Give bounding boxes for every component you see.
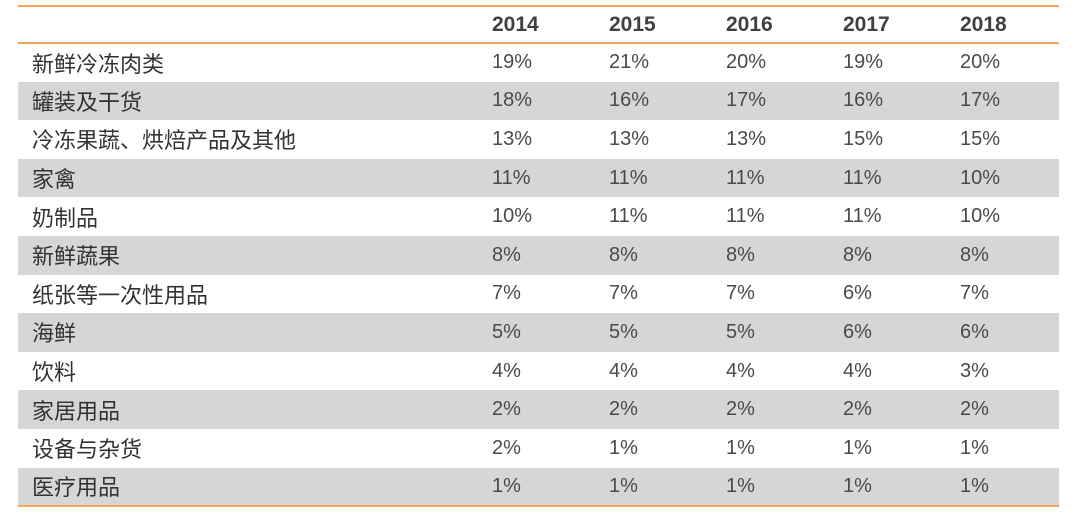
cell-value: 3% [960, 359, 989, 382]
cell-value: 8% [825, 235, 942, 275]
cell-value: 11% [708, 158, 825, 198]
table-row: 设备与杂货 2% 1% 1% 1% 1% [18, 429, 1059, 468]
row-label: 海鲜 [18, 313, 474, 352]
data-table-container: 2014 2015 2016 2017 2018 新鲜冷冻肉类 19% 21% … [18, 5, 1059, 508]
cell-value: 7% [726, 282, 755, 305]
table-row: 家禽 11% 11% 11% 11% 10% [18, 158, 1059, 198]
cell-value: 5% [708, 313, 825, 352]
cell-value: 11% [474, 158, 591, 198]
cell-value: 16% [591, 81, 708, 121]
table-row: 冷冻果蔬、烘焙产品及其他 13% 13% 13% 15% 15% [18, 120, 1059, 159]
row-label: 奶制品 [32, 206, 99, 232]
cell-value: 11% [609, 205, 648, 228]
header-year: 2017 [825, 5, 942, 44]
cell-value: 4% [726, 359, 755, 382]
cell-value: 7% [960, 282, 989, 305]
cell-value: 13% [492, 127, 533, 150]
cell-value: 20% [960, 51, 1001, 74]
table-row: 新鲜冷冻肉类 19% 21% 20% 19% 20% [18, 43, 1059, 82]
cell-value: 2% [492, 436, 521, 459]
cell-value: 1% [843, 436, 872, 459]
row-label: 饮料 [32, 361, 77, 387]
cell-value: 5% [591, 313, 708, 352]
cell-value: 10% [492, 205, 533, 228]
cell-value: 11% [843, 205, 882, 228]
cell-value: 8% [591, 235, 708, 275]
cell-value: 1% [474, 467, 591, 508]
cell-value: 6% [843, 282, 872, 305]
cell-value: 8% [708, 235, 825, 275]
cell-value: 1% [726, 436, 755, 459]
cell-value: 10% [942, 158, 1059, 198]
cell-value: 1% [825, 467, 942, 508]
cell-value: 2% [942, 390, 1059, 429]
cell-value: 4% [843, 359, 872, 382]
cell-value: 1% [609, 436, 638, 459]
cell-value: 1% [960, 436, 989, 459]
cell-value: 17% [708, 81, 825, 121]
header-row: 2014 2015 2016 2017 2018 [18, 5, 1059, 44]
cell-value: 13% [609, 127, 650, 150]
cell-value: 2% [825, 390, 942, 429]
table-row: 罐装及干货 18% 16% 17% 16% 17% [18, 81, 1059, 121]
cell-value: 13% [726, 127, 767, 150]
cell-value: 5% [474, 313, 591, 352]
cell-value: 7% [609, 282, 638, 305]
cell-value: 16% [825, 81, 942, 121]
row-label: 家居用品 [18, 390, 474, 429]
category-share-table: 2014 2015 2016 2017 2018 新鲜冷冻肉类 19% 21% … [18, 5, 1059, 508]
cell-value: 8% [474, 235, 591, 275]
cell-value: 2% [474, 390, 591, 429]
cell-value: 4% [609, 359, 638, 382]
cell-value: 1% [591, 467, 708, 508]
cell-value: 11% [726, 205, 765, 228]
cell-value: 15% [843, 127, 884, 150]
row-label: 冷冻果蔬、烘焙产品及其他 [32, 129, 297, 155]
header-year: 2018 [942, 5, 1059, 44]
cell-value: 1% [708, 467, 825, 508]
cell-value: 20% [726, 51, 767, 74]
table-row: 海鲜 5% 5% 5% 6% 6% [18, 313, 1059, 352]
row-label: 纸张等一次性用品 [32, 283, 209, 309]
cell-value: 18% [474, 81, 591, 121]
row-label: 罐装及干货 [18, 81, 474, 121]
cell-value: 10% [960, 205, 1001, 228]
cell-value: 2% [708, 390, 825, 429]
cell-value: 2% [591, 390, 708, 429]
cell-value: 1% [942, 467, 1059, 508]
cell-value: 11% [591, 158, 708, 198]
row-label: 家禽 [18, 158, 474, 198]
cell-value: 4% [492, 359, 521, 382]
header-label-cell [18, 5, 474, 44]
row-label: 医疗用品 [18, 467, 474, 508]
header-year: 2015 [591, 5, 708, 44]
cell-value: 21% [609, 51, 650, 74]
row-label: 新鲜蔬果 [18, 235, 474, 275]
header-year: 2016 [708, 5, 825, 44]
row-label: 新鲜冷冻肉类 [32, 52, 165, 78]
cell-value: 8% [942, 235, 1059, 275]
cell-value: 15% [960, 127, 1001, 150]
table-row: 医疗用品 1% 1% 1% 1% 1% [18, 467, 1059, 508]
table-row: 纸张等一次性用品 7% 7% 7% 6% 7% [18, 275, 1059, 314]
cell-value: 11% [825, 158, 942, 198]
cell-value: 19% [492, 51, 533, 74]
table-row: 饮料 4% 4% 4% 4% 3% [18, 352, 1059, 391]
cell-value: 6% [825, 313, 942, 352]
cell-value: 19% [843, 51, 884, 74]
table-row: 家居用品 2% 2% 2% 2% 2% [18, 390, 1059, 429]
cell-value: 17% [942, 81, 1059, 121]
table-row: 新鲜蔬果 8% 8% 8% 8% 8% [18, 235, 1059, 275]
row-label: 设备与杂货 [32, 438, 143, 464]
table-row: 奶制品 10% 11% 11% 11% 10% [18, 197, 1059, 236]
cell-value: 7% [492, 282, 521, 305]
cell-value: 6% [942, 313, 1059, 352]
header-year: 2014 [474, 5, 591, 44]
